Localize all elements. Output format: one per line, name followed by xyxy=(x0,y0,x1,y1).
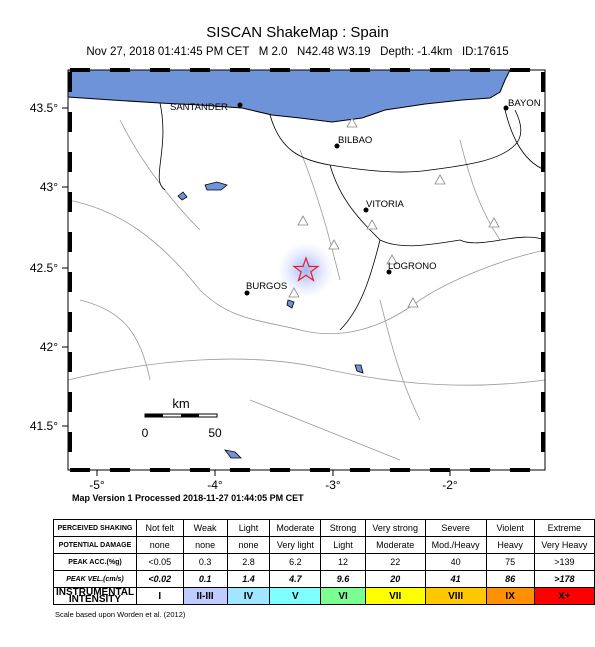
legend-cell: 22 xyxy=(364,553,426,571)
legend-row: POTENTIAL DAMAGE none none none Very light Li… xyxy=(53,536,595,554)
legend-cell: VII xyxy=(364,587,426,605)
legend-cell: 0.1 xyxy=(182,570,228,588)
legend-cell: Moderate xyxy=(269,519,322,537)
legend-cell: V xyxy=(269,587,322,605)
legend-row: INSTRUMENTAL INTENSITY I II-III IV V VI VII VII… xyxy=(53,587,595,605)
epicenter xyxy=(292,256,320,282)
city-label: VITORIA xyxy=(366,199,404,210)
legend-cell: 12 xyxy=(320,553,366,571)
lakes xyxy=(177,181,364,459)
lon-label: -4° xyxy=(207,478,223,492)
lon-label: -3° xyxy=(325,478,341,492)
legend-cell: Very strong xyxy=(364,519,426,537)
city-label: SANTANDER xyxy=(170,102,228,113)
legend-cell: >139 xyxy=(533,553,595,571)
shaking-area xyxy=(278,242,334,298)
map: SANTANDER BAYON BILBAO VITORIA LOGRONO BURGOS… xyxy=(30,68,546,492)
city-label: BURGOS xyxy=(246,281,287,292)
legend-cell: 20 xyxy=(364,570,426,588)
legend-row: PERCEIVED SHAKING Not felt Weak Light Modera… xyxy=(53,519,595,537)
lat-label: 42.5° xyxy=(30,261,58,275)
legend-cell: VIII xyxy=(424,587,487,605)
lat-label: 41.5° xyxy=(30,419,58,433)
legend-cell: <0.02 xyxy=(135,570,184,588)
legend-cell: none xyxy=(182,536,228,554)
row-label: PERCEIVED SHAKING xyxy=(53,519,137,537)
legend-cell: Severe xyxy=(424,519,487,537)
sea xyxy=(67,69,511,123)
legend-cell: 75 xyxy=(485,553,535,571)
legend-cell: Violent xyxy=(485,519,535,537)
scale-end: 50 xyxy=(208,426,222,440)
lat-label: 43° xyxy=(40,180,58,194)
legend-cell: Weak xyxy=(182,519,228,537)
legend-cell: 41 xyxy=(424,570,487,588)
lat-label: 42° xyxy=(40,340,58,354)
legend-cell: 9.6 xyxy=(320,570,366,588)
legend-cell: Light xyxy=(226,519,271,537)
legend-cell: II-III xyxy=(182,587,228,605)
legend-cell: Very Heavy xyxy=(533,536,595,554)
row-label: PEAK ACC.(%g) xyxy=(53,553,137,571)
legend-cell: IV xyxy=(226,587,271,605)
legend-cell: 86 xyxy=(485,570,535,588)
legend-cell: Very light xyxy=(269,536,322,554)
intensity-legend: PERCEIVED SHAKING Not felt Weak Light Modera… xyxy=(53,519,595,605)
row-label: INSTRUMENTAL INTENSITY xyxy=(53,587,137,605)
legend-cell: 4.7 xyxy=(269,570,322,588)
version: Map Version 1 Processed 2018-11-27 01:44… xyxy=(72,493,304,503)
borders xyxy=(158,102,546,331)
legend-cell: Extreme xyxy=(533,519,595,537)
legend-cell: Moderate xyxy=(364,536,426,554)
rivers xyxy=(67,119,546,461)
legend-cell: Heavy xyxy=(485,536,535,554)
legend-cell: <0.05 xyxy=(135,553,184,571)
frame xyxy=(67,69,546,471)
legend-cell: 6.2 xyxy=(269,553,322,571)
scale-bar: km 0 50 xyxy=(142,396,222,440)
city-label: BAYON xyxy=(508,98,541,109)
note: Scale based upon Worden et al. (2012) xyxy=(55,610,186,619)
row-label: POTENTIAL DAMAGE xyxy=(53,536,137,554)
legend-cell: none xyxy=(135,536,184,554)
legend-cell: 1.4 xyxy=(226,570,271,588)
subtitle: Nov 27, 2018 01:41:45 PM CET M 2.0 N42.4… xyxy=(86,46,509,58)
lat-label: 43.5° xyxy=(30,101,58,115)
legend-cell: I xyxy=(135,587,184,605)
legend-cell: 0.3 xyxy=(182,553,228,571)
legend-cell: 40 xyxy=(424,553,487,571)
scale-unit: km xyxy=(172,396,189,411)
city-label: LOGRONO xyxy=(388,261,437,272)
legend-row: PEAK ACC.(%g) <0.05 0.3 2.8 6.2 12 22 40 75 >139 xyxy=(53,553,595,571)
city-points xyxy=(237,102,509,296)
legend-cell: VI xyxy=(320,587,366,605)
legend-cell: Not felt xyxy=(135,519,184,537)
legend-cell: none xyxy=(226,536,271,554)
stations xyxy=(288,117,500,308)
legend-cell: Light xyxy=(320,536,366,554)
legend-cell: IX xyxy=(485,587,535,605)
legend-row: PEAK VEL.(cm/s) <0.02 0.1 1.4 4.7 9.6 20 41 86 >1… xyxy=(53,570,595,588)
frame-checker xyxy=(68,68,545,472)
lon-label: -5° xyxy=(89,478,105,492)
row-label: PEAK VEL.(cm/s) xyxy=(53,570,137,588)
ticks xyxy=(62,107,451,476)
legend-cell: >178 xyxy=(533,570,595,588)
title: SISCAN ShakeMap : Spain xyxy=(206,24,389,41)
lon-label: -2° xyxy=(442,478,458,492)
city-label: BILBAO xyxy=(338,135,372,146)
scale-start: 0 xyxy=(142,426,149,440)
legend-cell: Mod./Heavy xyxy=(424,536,487,554)
legend-cell: X+ xyxy=(533,587,595,605)
legend-cell: Strong xyxy=(320,519,366,537)
legend-cell: 2.8 xyxy=(226,553,271,571)
